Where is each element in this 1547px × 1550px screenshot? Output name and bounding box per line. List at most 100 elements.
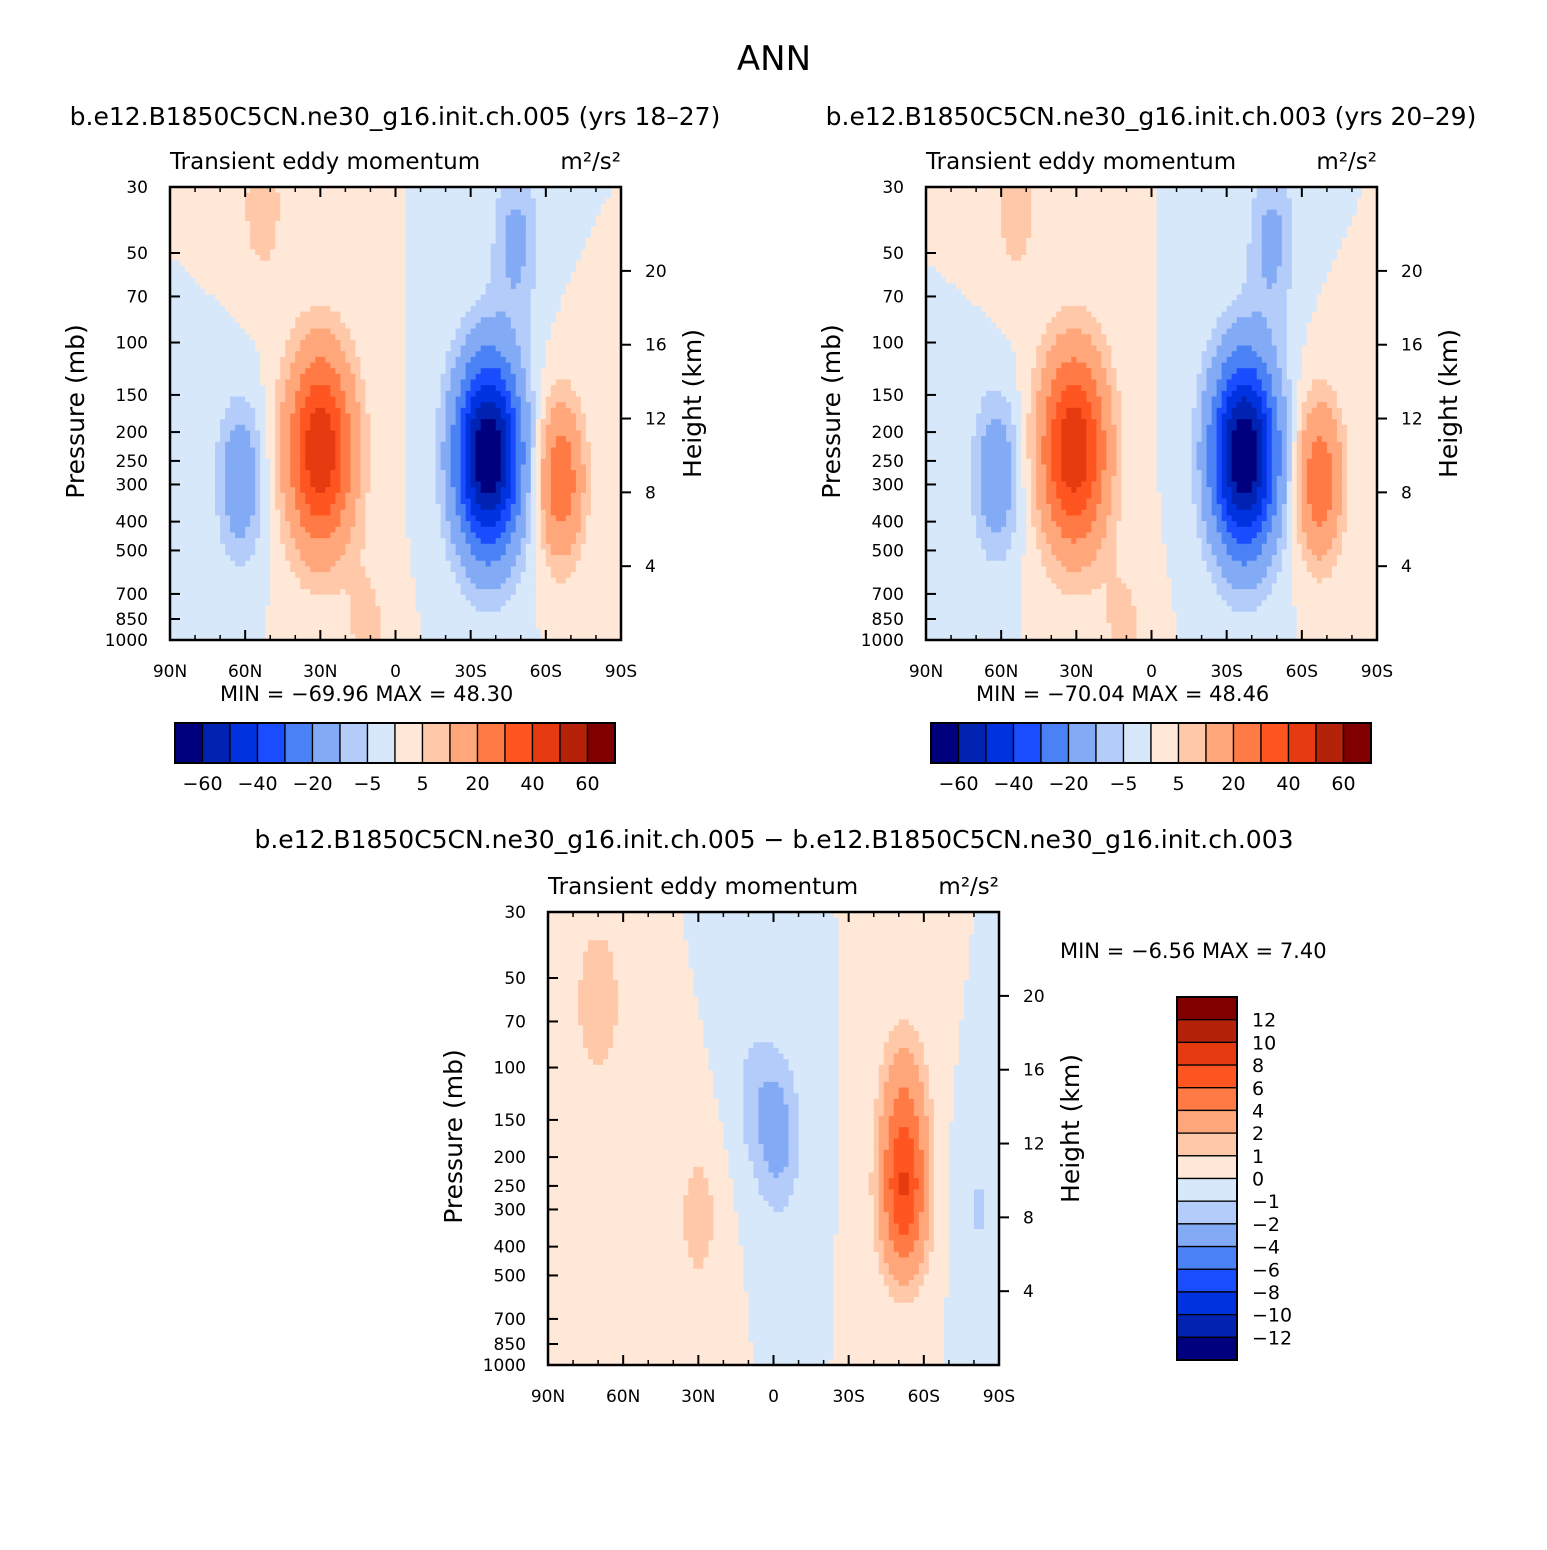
contour-cell [430,475,437,483]
contour-cell [325,419,331,426]
contour-cell [170,266,176,273]
contour-cell [250,600,256,607]
contour-cell [280,555,286,562]
contour-cell [460,566,467,573]
contour-cell [170,356,176,364]
contour-cell [440,453,447,460]
contour-cell [380,271,387,279]
contour-cell [410,294,417,301]
contour-cell [230,283,236,290]
contour-cell [400,555,407,562]
contour-cell [255,481,261,488]
contour-cell [295,356,301,364]
contour-cell [460,492,467,500]
contour-cell [450,351,457,358]
contour-cell [410,226,417,233]
contour-cell [425,589,432,596]
contour-cell [435,549,442,556]
contour-cell [180,594,186,601]
contour-cell [260,334,266,341]
contour-cell [210,521,216,528]
contour-cell [215,288,221,296]
contour-cell [255,436,261,443]
contour-cell [265,447,271,454]
contour-cell [180,334,186,341]
contour-cell [360,453,367,460]
contour-cell [420,589,427,596]
contour-cell [320,317,326,324]
contour-cell [405,232,412,239]
contour-cell [180,509,186,517]
contour-cell [265,589,271,596]
contour-cell [240,368,246,375]
contour-cell [210,458,216,466]
contour-cell [265,215,271,222]
contour-cell [410,498,417,505]
contour-cell [375,509,382,517]
contour-cell [170,577,176,584]
contour-cell [355,294,362,301]
contour-cell [360,203,367,211]
contour-cell [420,464,427,471]
contour-cell [275,447,281,454]
contour-cell [415,215,422,222]
contour-cell [365,334,372,341]
contour-cell [255,509,261,517]
contour-cell [375,538,382,545]
contour-cell [305,356,311,364]
contour-cell [425,334,432,341]
contour-cell [270,611,276,618]
contour-cell [290,192,296,199]
contour-cell [325,368,331,375]
contour-cell [175,413,181,420]
contour-cell [325,339,331,347]
contour-cell [445,215,452,222]
contour-cell [185,413,191,420]
contour-cell [325,447,331,454]
contour-cell [395,277,402,284]
contour-cell [435,277,442,284]
contour-cell [310,419,316,426]
contour-cell [380,243,387,250]
contour-cell [185,328,191,335]
contour-cell [360,555,367,562]
contour-cell [220,441,226,449]
contour-cell [435,470,442,477]
contour-cell [410,237,417,245]
contour-cell [480,254,487,262]
contour-cell [170,634,176,640]
contour-cell [410,385,417,392]
contour-cell [340,572,346,579]
contour-cell [275,390,281,398]
contour-cell [360,407,367,415]
contour-cell [450,447,457,454]
contour-cell [210,589,216,596]
contour-cell [440,300,447,307]
contour-cell [355,249,362,256]
contour-cell [390,277,397,284]
contour-cell [195,356,201,364]
contour-cell [265,317,271,324]
contour-cell [360,187,367,194]
contour-cell [275,305,281,313]
contour-cell [390,187,397,194]
contour-cell [270,294,276,301]
contour-cell [190,334,196,341]
contour-cell [250,623,256,630]
contour-cell [315,317,321,324]
contour-cell [255,187,261,194]
contour-cell [470,345,477,352]
contour-cell [205,560,211,567]
contour-cell [195,351,201,358]
contour-cell [285,487,291,494]
contour-cell [305,243,311,250]
contour-cell [470,532,477,539]
contour-cell [395,515,402,522]
contour-cell [310,362,316,369]
contour-cell [200,311,206,318]
contour-cell [345,526,351,534]
contour-cell [410,594,417,601]
contour-cell [305,396,311,403]
contour-cell [345,594,351,601]
contour-cell [335,453,341,460]
